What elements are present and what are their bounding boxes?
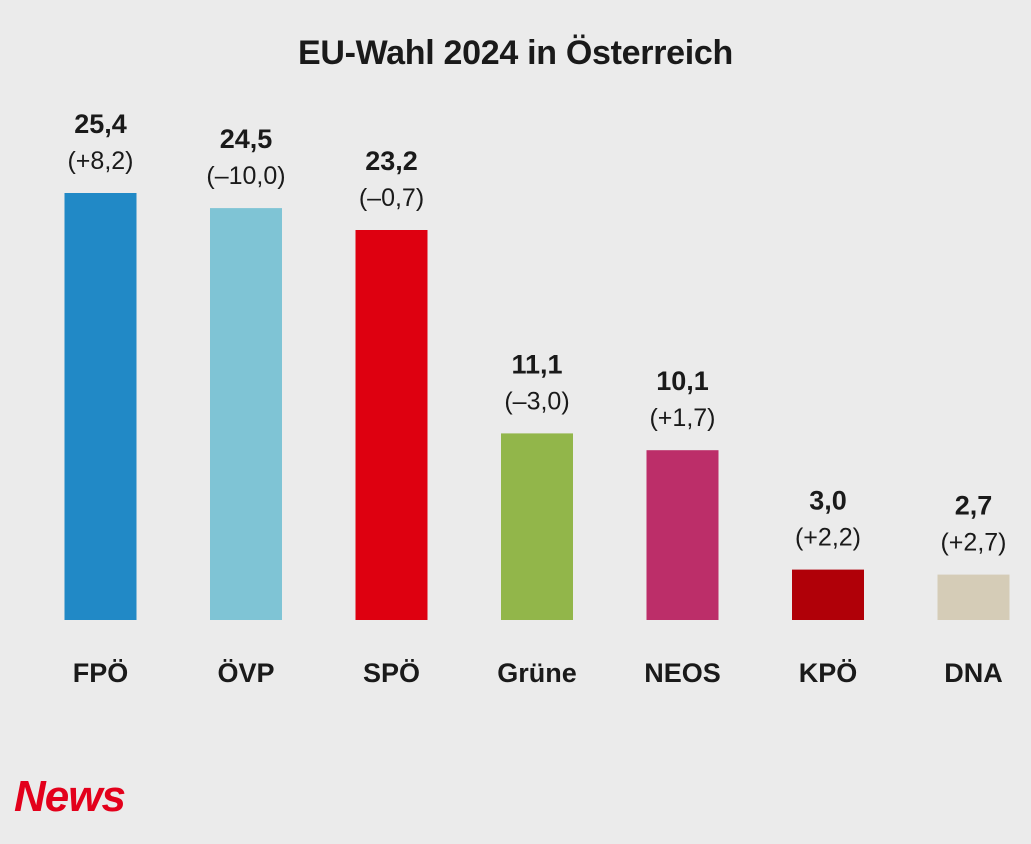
change-label-spoe: (–0,7) — [359, 184, 424, 212]
bar-fpoe — [64, 193, 137, 620]
value-label-spoe: 23,2 — [365, 146, 418, 176]
category-label-kpoe: KPÖ — [799, 658, 858, 688]
bar-kpoe — [792, 569, 864, 620]
value-label-kpoe: 3,0 — [809, 486, 847, 516]
category-label-dna: DNA — [944, 658, 1003, 688]
chart-title: EU-Wahl 2024 in Österreich — [298, 34, 733, 72]
change-label-kpoe: (+2,2) — [795, 524, 861, 552]
category-label-oevp: ÖVP — [217, 658, 274, 688]
news-logo: News — [14, 772, 126, 821]
bar-neos — [646, 450, 719, 620]
value-label-gruene: 11,1 — [511, 349, 562, 379]
category-label-spoe: SPÖ — [363, 658, 420, 688]
category-label-gruene: Grüne — [497, 658, 577, 688]
bar-gruene — [501, 433, 573, 620]
value-label-fpoe: 25,4 — [74, 109, 127, 139]
bar-dna — [937, 574, 1010, 620]
value-label-dna: 2,7 — [955, 491, 993, 521]
change-label-neos: (+1,7) — [649, 404, 715, 432]
bar-spoe — [355, 230, 428, 620]
value-label-oevp: 24,5 — [220, 124, 273, 154]
change-label-dna: (+2,7) — [940, 529, 1006, 557]
category-label-neos: NEOS — [644, 658, 721, 688]
value-label-neos: 10,1 — [656, 366, 709, 396]
change-label-fpoe: (+8,2) — [67, 147, 133, 175]
change-label-oevp: (–10,0) — [206, 162, 285, 190]
bar-oevp — [210, 208, 282, 620]
change-label-gruene: (–3,0) — [504, 387, 569, 415]
category-label-fpoe: FPÖ — [73, 658, 129, 688]
